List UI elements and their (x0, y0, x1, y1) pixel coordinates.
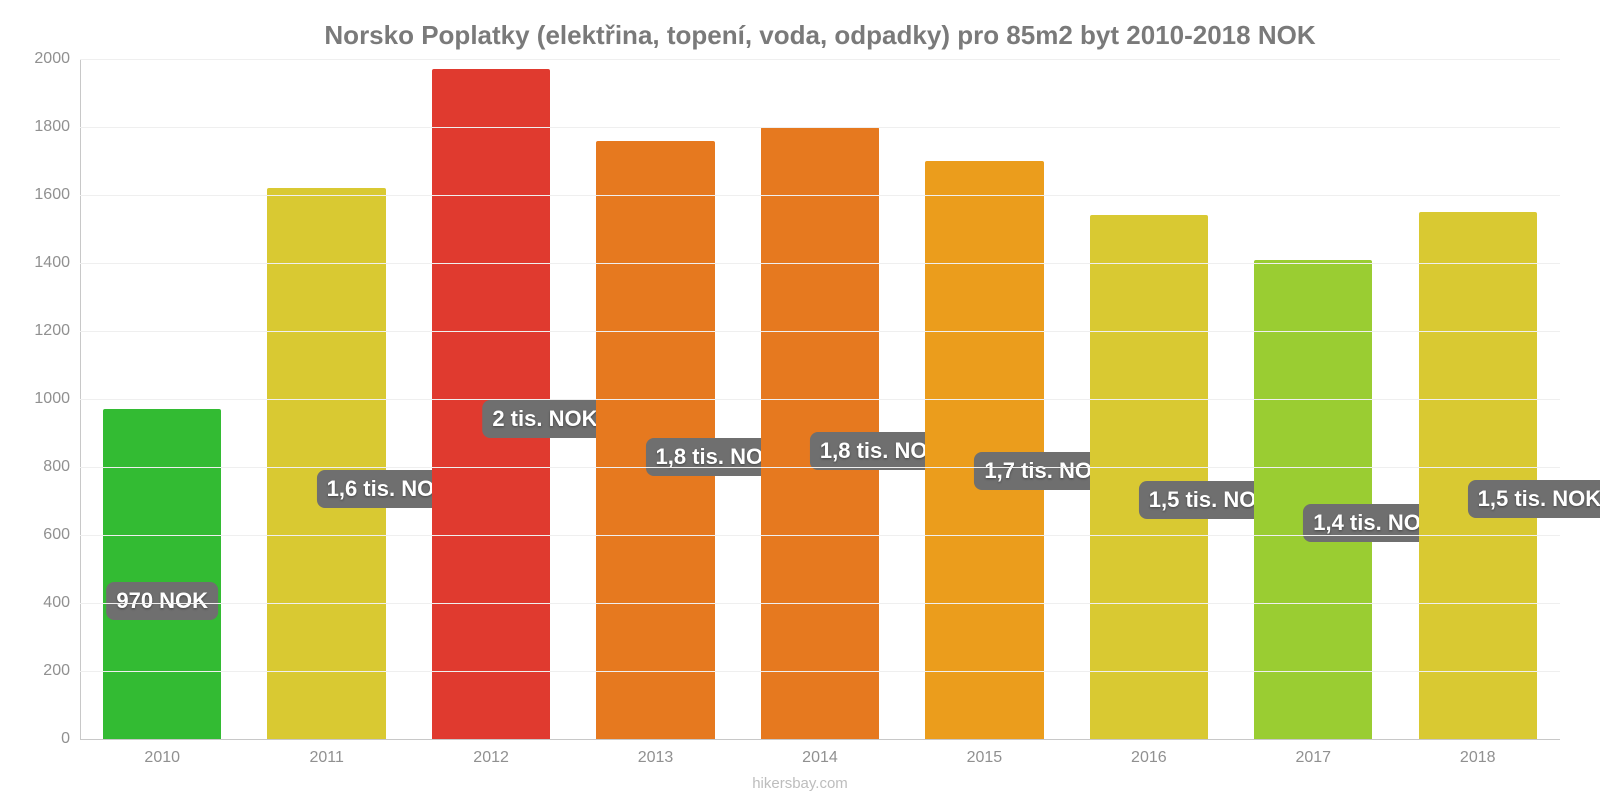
y-tick-label: 1800 (34, 118, 80, 136)
grid-line (80, 331, 1560, 332)
grid-line (80, 467, 1560, 468)
bar-value-label: 1,5 tis. NOK (1468, 480, 1600, 518)
bar: 1,8 tis. NOK (761, 127, 879, 739)
grid-line (80, 59, 1560, 60)
y-tick-label: 2000 (34, 50, 80, 68)
bar: 970 NOK (103, 409, 221, 739)
bar: 1,6 tis. NOK (267, 188, 385, 739)
y-tick-label: 200 (43, 662, 80, 680)
grid-line (80, 535, 1560, 536)
bar-value-label: 970 NOK (106, 582, 218, 620)
x-tick-label: 2016 (1131, 739, 1167, 767)
grid-line (80, 739, 1560, 740)
y-tick-label: 1200 (34, 322, 80, 340)
grid-line (80, 195, 1560, 196)
bar: 1,5 tis. NOK (1090, 215, 1208, 739)
y-tick-label: 1000 (34, 390, 80, 408)
grid-line (80, 399, 1560, 400)
x-tick-label: 2012 (473, 739, 509, 767)
grid-line (80, 671, 1560, 672)
y-tick-label: 400 (43, 594, 80, 612)
grid-line (80, 263, 1560, 264)
bar: 2 tis. NOK (432, 69, 550, 739)
grid-line (80, 603, 1560, 604)
x-tick-label: 2013 (638, 739, 674, 767)
grid-line (80, 127, 1560, 128)
bar: 1,5 tis. NOK (1419, 212, 1537, 739)
chart-plot: 970 NOK20101,6 tis. NOK20112 tis. NOK201… (80, 59, 1560, 739)
bar: 1,7 tis. NOK (925, 161, 1043, 739)
chart-container: Norsko Poplatky (elektřina, topení, voda… (0, 0, 1600, 800)
y-tick-label: 1600 (34, 186, 80, 204)
x-tick-label: 2011 (309, 739, 343, 767)
chart-title: Norsko Poplatky (elektřina, topení, voda… (80, 20, 1560, 51)
x-tick-label: 2018 (1460, 739, 1496, 767)
x-tick-label: 2014 (802, 739, 838, 767)
y-tick-label: 800 (43, 458, 80, 476)
y-tick-label: 0 (61, 730, 80, 748)
x-tick-label: 2010 (144, 739, 180, 767)
bar: 1,8 tis. NOK (596, 141, 714, 739)
x-tick-label: 2015 (967, 739, 1003, 767)
y-tick-label: 600 (43, 526, 80, 544)
y-tick-label: 1400 (34, 254, 80, 272)
credit-text: hikersbay.com (752, 775, 848, 792)
x-tick-label: 2017 (1295, 739, 1331, 767)
